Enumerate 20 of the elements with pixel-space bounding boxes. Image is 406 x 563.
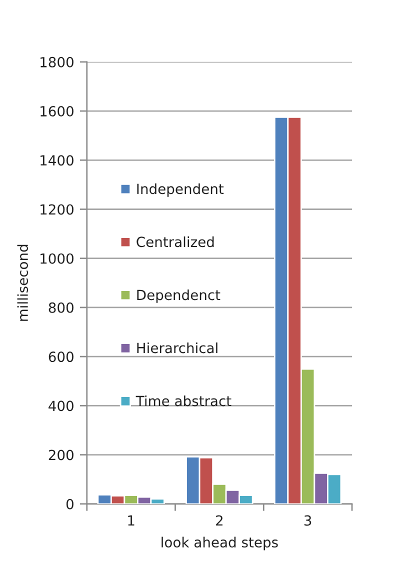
legend-label: Time abstract — [136, 395, 232, 406]
y-tick-label: 1600 — [40, 106, 74, 117]
y-tick-label: 0 — [66, 498, 74, 510]
y-tick-label: 800 — [48, 302, 74, 313]
x-axis-title: look ahead steps — [162, 536, 278, 550]
y-tick-label: 400 — [48, 400, 74, 412]
y-tick-label: 1800 — [40, 56, 74, 68]
legend-label: Dependenct — [137, 289, 220, 303]
y-tick-label: 1000 — [40, 253, 74, 264]
y-tick-label: 1400 — [40, 155, 74, 166]
y-axis-title: millisecond — [17, 244, 28, 321]
x-tick-label: 2 — [216, 515, 222, 526]
legend-label: Hierarchical — [137, 342, 218, 354]
legend-label: Independent — [137, 183, 224, 197]
x-tick-label: 3 — [304, 515, 312, 526]
x-tick-label: 1 — [128, 515, 134, 526]
y-tick-label: 600 — [48, 352, 74, 362]
y-tick-label: 200 — [48, 450, 74, 460]
legend-label: Centralized — [136, 236, 214, 248]
y-tick-label: 1200 — [40, 204, 74, 215]
